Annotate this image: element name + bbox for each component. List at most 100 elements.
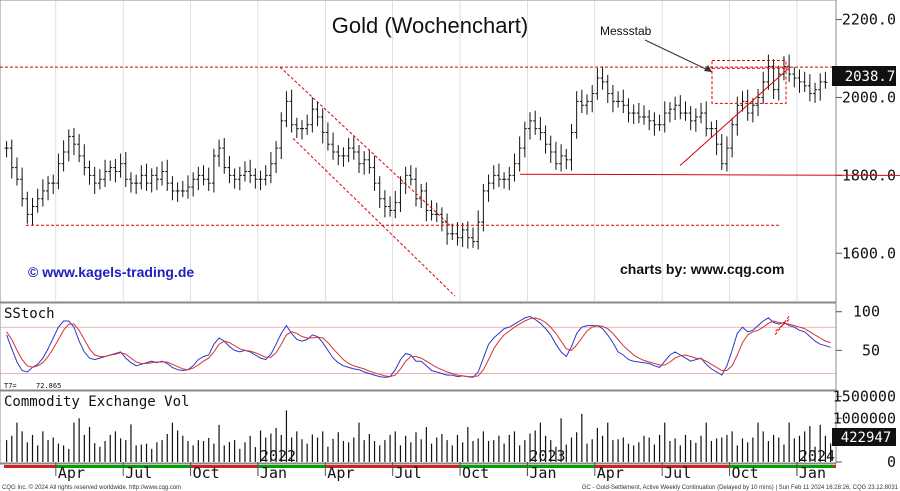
time-axis-month-label: Jul bbox=[125, 464, 152, 482]
volume-bars bbox=[5, 410, 832, 462]
price-bar bbox=[673, 96, 678, 121]
uptrend-line bbox=[679, 66, 791, 167]
price-bar bbox=[40, 179, 45, 207]
time-axis-month-label: Oct bbox=[462, 464, 489, 482]
stochastic-label: SStoch bbox=[4, 306, 55, 322]
volume-panel-frame bbox=[0, 390, 837, 464]
stochastic-divergence-line-2 bbox=[774, 319, 790, 333]
price-tick-label: 2200.0 bbox=[842, 11, 896, 29]
watermark-right: charts by: www.cqg.com bbox=[620, 261, 784, 277]
stochastic-divergence-line bbox=[774, 316, 790, 336]
price-bar bbox=[4, 141, 9, 158]
volume-tick-label: 1000000 bbox=[833, 409, 896, 427]
stochastic-panel: 100 50 SStoch T7= 72.865 bbox=[0, 302, 880, 391]
price-bar bbox=[279, 112, 284, 160]
price-bar bbox=[325, 122, 330, 151]
price-bar bbox=[486, 174, 491, 202]
price-bar bbox=[35, 188, 40, 213]
price-bar bbox=[310, 97, 315, 133]
price-bar bbox=[118, 153, 123, 178]
price-bar bbox=[683, 101, 688, 121]
price-bar bbox=[134, 174, 139, 195]
time-axis-month-label: Oct bbox=[732, 464, 759, 482]
last-price-box bbox=[832, 66, 896, 86]
time-axis-month-label: Jul bbox=[664, 464, 691, 482]
price-bar bbox=[165, 159, 170, 191]
price-bar bbox=[517, 136, 522, 172]
price-bar bbox=[802, 71, 807, 93]
price-bar bbox=[771, 59, 776, 100]
price-bar bbox=[289, 89, 294, 133]
price-bar bbox=[103, 159, 108, 188]
price-bar bbox=[507, 166, 512, 191]
time-axis-month-label: Apr bbox=[597, 464, 624, 482]
price-bar bbox=[662, 101, 667, 133]
stochastic-tick-label: 100 bbox=[853, 303, 880, 321]
stochastic-panel-frame bbox=[0, 302, 837, 391]
price-bar bbox=[284, 91, 289, 128]
stochastic-axis: 100 50 bbox=[836, 303, 880, 359]
price-bar bbox=[82, 144, 87, 176]
volume-last-box bbox=[832, 428, 896, 446]
price-bar bbox=[807, 74, 812, 102]
price-bar bbox=[160, 161, 165, 186]
price-bar bbox=[533, 110, 538, 135]
time-axis-ribbon-segment bbox=[190, 465, 258, 468]
price-bar bbox=[616, 91, 621, 108]
price-bar bbox=[460, 222, 465, 248]
price-bar bbox=[439, 207, 444, 232]
time-axis-month-label: Jul bbox=[395, 464, 422, 482]
volume-tick-label: 0 bbox=[887, 453, 896, 471]
price-bar bbox=[97, 169, 102, 190]
price-bar bbox=[175, 182, 180, 202]
price-bar bbox=[56, 153, 61, 190]
stochastic-lines bbox=[6, 315, 831, 378]
volume-panel: 1500000 1000000 0 Commodity Exchange Vol 4… bbox=[0, 387, 896, 471]
time-axis-ribbon-segment bbox=[4, 465, 56, 468]
price-bar bbox=[761, 71, 766, 104]
watermark-left: © www.kagels-trading.de bbox=[28, 264, 194, 280]
price-bar bbox=[320, 108, 325, 144]
price-bar bbox=[149, 168, 154, 193]
price-bar bbox=[621, 89, 626, 114]
support-line-2023 bbox=[519, 173, 900, 176]
time-axis-ribbon-segment bbox=[833, 465, 836, 468]
price-bar bbox=[222, 137, 227, 174]
price-bar bbox=[253, 168, 258, 189]
downtrend-lower bbox=[292, 138, 456, 297]
price-bar bbox=[455, 222, 460, 246]
price-bar bbox=[372, 155, 377, 191]
time-axis-year-label: 2022 bbox=[260, 447, 296, 465]
volume-last-value: 422947 bbox=[841, 430, 892, 446]
price-bar bbox=[792, 67, 797, 88]
stochastic-readout-prefix: T7= bbox=[4, 382, 17, 390]
price-bar bbox=[20, 167, 25, 207]
price-tick-label: 2000.0 bbox=[842, 88, 896, 106]
price-bar bbox=[724, 136, 729, 172]
price-bar bbox=[538, 116, 543, 141]
price-bar bbox=[237, 166, 242, 191]
footer-left: CQG Inc. © 2024 All rights reserved worl… bbox=[2, 484, 181, 491]
price-bar bbox=[429, 200, 434, 221]
price-bar bbox=[356, 144, 361, 174]
stochastic-levels bbox=[0, 326, 836, 374]
price-bar bbox=[331, 132, 336, 160]
time-axis-year-label: 2023 bbox=[529, 447, 565, 465]
price-bar bbox=[714, 120, 719, 156]
price-bar bbox=[512, 153, 517, 182]
price-bar bbox=[123, 152, 128, 188]
price-bar bbox=[476, 210, 481, 250]
price-bar bbox=[585, 94, 590, 115]
footer-right: GC - Gold-Settlement, Active Weekly Cont… bbox=[582, 485, 899, 491]
price-bar bbox=[553, 141, 558, 170]
price-bar bbox=[128, 172, 133, 193]
price-bar bbox=[268, 152, 273, 184]
time-axis-month-label: Apr bbox=[327, 464, 354, 482]
time-axis-month-label: Jan bbox=[799, 464, 826, 482]
price-bar bbox=[139, 165, 144, 190]
price-bar bbox=[408, 165, 413, 186]
price-bar bbox=[776, 65, 781, 101]
price-bar bbox=[30, 197, 35, 226]
price-bar bbox=[170, 176, 175, 201]
